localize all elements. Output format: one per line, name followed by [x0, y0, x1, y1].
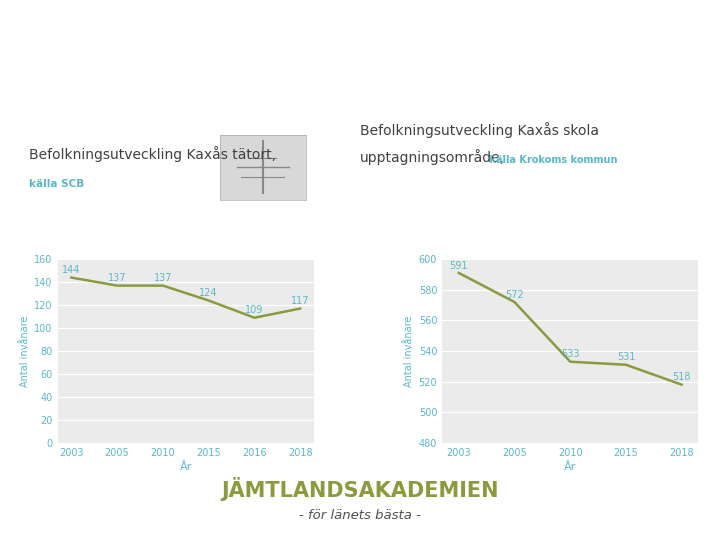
- Text: 572: 572: [505, 290, 524, 300]
- Y-axis label: Antal invånare: Antal invånare: [405, 315, 415, 387]
- Text: 533: 533: [561, 349, 580, 360]
- X-axis label: År: År: [179, 462, 192, 472]
- Text: 591: 591: [449, 261, 468, 271]
- Text: - för länets bästa -: - för länets bästa -: [299, 509, 421, 522]
- Text: 518: 518: [672, 373, 691, 382]
- Text: 531: 531: [617, 353, 635, 362]
- Text: 117: 117: [291, 296, 310, 306]
- Text: Befolkningsutveckling Kaxås tätort,: Befolkningsutveckling Kaxås tätort,: [29, 146, 276, 162]
- Text: 137: 137: [153, 273, 172, 284]
- Text: källa Krokoms kommun: källa Krokoms kommun: [486, 154, 618, 165]
- Text: JÄMTLANDSAKADEMIEN: JÄMTLANDSAKADEMIEN: [221, 477, 499, 501]
- Text: 137: 137: [108, 273, 126, 284]
- Text: upptagningsområde,: upptagningsområde,: [360, 148, 505, 165]
- Text: 144: 144: [62, 265, 81, 275]
- Y-axis label: Antal invånare: Antal invånare: [20, 315, 30, 387]
- Text: 109: 109: [246, 306, 264, 315]
- Text: Befolkningsutveckling Kaxås skola: Befolkningsutveckling Kaxås skola: [360, 122, 599, 138]
- Text: källa SCB: källa SCB: [29, 179, 84, 189]
- Text: 124: 124: [199, 288, 218, 298]
- X-axis label: År: År: [564, 462, 577, 472]
